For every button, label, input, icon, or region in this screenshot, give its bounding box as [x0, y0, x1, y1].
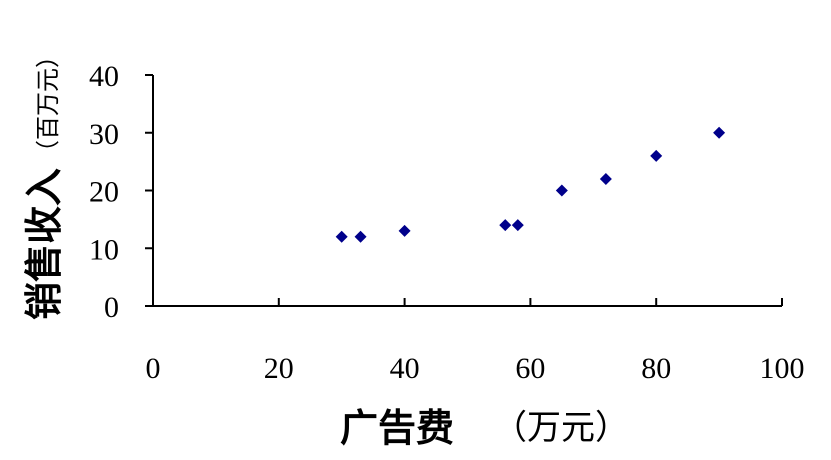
- y-tick-label: 10: [89, 233, 119, 266]
- axis-labels: 广告费 （万元） 销售收入 （百万元）: [22, 44, 629, 450]
- data-point: [599, 172, 612, 185]
- x-tick-label: 80: [641, 352, 671, 385]
- y-axis-unit: （百万元）: [34, 44, 62, 164]
- x-axis-unit: （万元）: [493, 408, 629, 448]
- x-tick-label: 20: [264, 352, 294, 385]
- data-point: [354, 230, 367, 243]
- x-tick-label: 60: [515, 352, 545, 385]
- y-tick-label: 30: [89, 118, 119, 151]
- x-tick-label: 100: [760, 352, 805, 385]
- y-tick-label: 40: [89, 60, 119, 93]
- x-axis-label: 广告费: [340, 406, 454, 450]
- data-point: [555, 184, 568, 197]
- y-tick-label: 0: [104, 291, 119, 324]
- x-tick-label: 40: [390, 352, 420, 385]
- data-point: [499, 219, 512, 232]
- data-point: [713, 126, 726, 139]
- x-tick-label: 0: [146, 352, 161, 385]
- data-points: [335, 126, 726, 243]
- data-point: [335, 230, 348, 243]
- data-point: [398, 224, 411, 237]
- y-tick-label: 20: [89, 176, 119, 209]
- axes: 0 10 20 30 40 0 20 40 60 80 100: [89, 60, 805, 385]
- y-axis-label: 销售收入: [22, 168, 66, 320]
- data-point: [511, 219, 524, 232]
- data-point: [650, 149, 663, 162]
